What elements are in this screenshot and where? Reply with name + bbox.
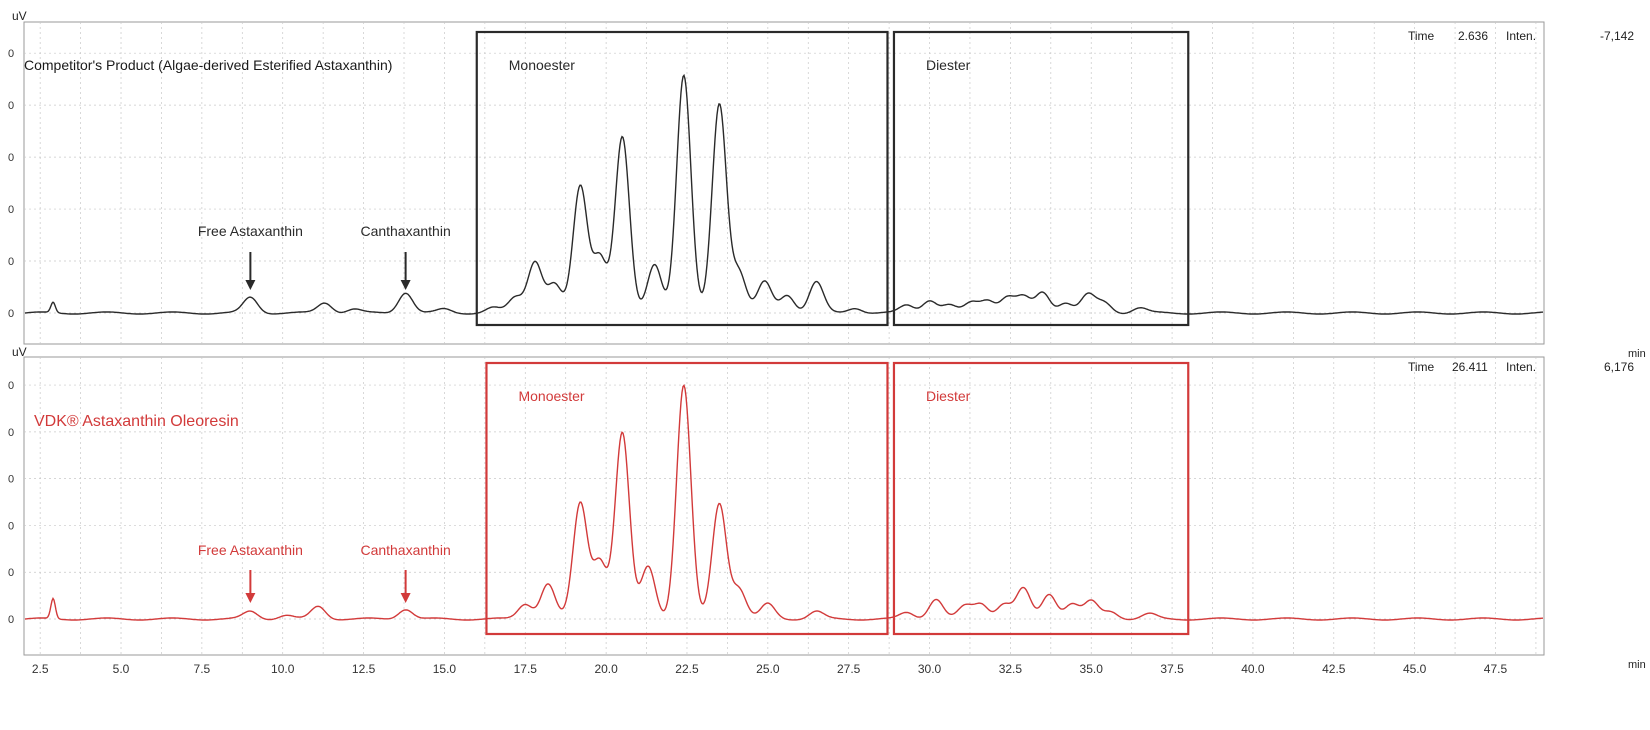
annotation-arrowhead: [400, 280, 411, 290]
y-tick-label: 0: [8, 614, 14, 626]
bottom-y-unit: uV: [12, 345, 27, 359]
top-chromatogram-line: [24, 73, 1544, 315]
diester-region-box: [892, 30, 1190, 327]
top-plot-frame: [23, 21, 1545, 345]
x-tick-label: 32.5: [999, 662, 1023, 676]
top-x-unit: min: [1628, 348, 1646, 360]
bottom-grid: [24, 357, 1544, 655]
x-tick-label: 37.5: [1160, 662, 1184, 676]
y-tick-label: 0: [8, 567, 14, 579]
annotation-label: Canthaxanthin: [360, 223, 450, 239]
y-tick-label: 0: [8, 256, 14, 268]
bottom-time-value: 26.411: [1452, 360, 1488, 374]
bottom-inten-value: 6,176: [1604, 360, 1634, 374]
y-tick-label: 0: [8, 474, 14, 486]
y-tick-label: 0: [8, 427, 14, 439]
x-tick-label: 42.5: [1322, 662, 1346, 676]
bottom-panel: uV min VDK® Astaxanthin Oleoresin Time 2…: [8, 345, 1646, 676]
top-time-label: Time: [1408, 29, 1435, 43]
y-tick-label: 0: [8, 204, 14, 216]
top-regions: Monoester Diester: [475, 30, 1190, 327]
x-tick-label: 7.5: [194, 662, 211, 676]
bottom-panel-title: VDK® Astaxanthin Oleoresin: [34, 413, 239, 430]
x-tick-labels: 2.5 5.0 7.5 10.0 12.5 15.0 17.5 20.0 22.5 25.0 27.…: [32, 662, 1508, 676]
annotation-label: Free Astaxanthin: [198, 542, 303, 558]
x-tick-label: 2.5: [32, 662, 49, 676]
x-tick-label: 17.5: [514, 662, 538, 676]
x-tick-label: 45.0: [1403, 662, 1427, 676]
x-tick-label: 22.5: [675, 662, 699, 676]
x-tick-label: 27.5: [837, 662, 861, 676]
x-tick-label: 35.0: [1080, 662, 1104, 676]
top-y-unit: uV: [12, 9, 27, 23]
x-tick-label: 30.0: [918, 662, 942, 676]
top-y-ticks: 0 0 0 0 0 0: [8, 48, 14, 320]
top-panel-title: Competitor's Product (Algae-derived Este…: [24, 57, 392, 73]
diester-region-box: [892, 361, 1190, 636]
bottom-annotations: Free Astaxanthin Canthaxanthin: [198, 542, 451, 603]
annotation-arrowhead: [245, 280, 256, 290]
y-tick-label: 0: [8, 152, 14, 164]
x-tick-label: 5.0: [113, 662, 130, 676]
x-tick-label: 10.0: [271, 662, 295, 676]
x-tick-label: 12.5: [352, 662, 376, 676]
monoester-region-box: [485, 361, 889, 636]
bottom-regions: Monoester Diester: [485, 361, 1190, 636]
top-annotations: Free Astaxanthin Canthaxanthin: [198, 223, 451, 290]
top-panel: uV min Competitor's Product (Algae-deriv…: [8, 9, 1646, 360]
annotation-arrowhead: [400, 593, 411, 603]
top-inten-value: -7,142: [1600, 29, 1634, 43]
bottom-time-label: Time: [1408, 360, 1435, 374]
bottom-y-ticks: 0 0 0 0 0 0: [8, 380, 14, 626]
annotation-label: Free Astaxanthin: [198, 223, 303, 239]
diester-region-label: Diester: [926, 388, 971, 404]
bottom-x-unit: min: [1628, 659, 1646, 671]
bottom-inten-label: Inten.: [1506, 360, 1536, 374]
annotation-label: Canthaxanthin: [360, 542, 450, 558]
x-tick-label: 25.0: [756, 662, 780, 676]
x-tick-label: 47.5: [1484, 662, 1508, 676]
bottom-chromatogram-line: [24, 383, 1543, 621]
y-tick-label: 0: [8, 520, 14, 532]
bottom-plot-frame: [23, 356, 1545, 656]
y-tick-label: 0: [8, 100, 14, 112]
y-tick-label: 0: [8, 48, 14, 60]
monoester-region-label: Monoester: [509, 57, 575, 73]
monoester-region-box: [475, 30, 889, 327]
diester-region-label: Diester: [926, 57, 971, 73]
y-tick-label: 0: [8, 380, 14, 392]
x-tick-label: 15.0: [433, 662, 457, 676]
annotation-arrowhead: [245, 593, 256, 603]
top-time-value: 2.636: [1458, 29, 1488, 43]
monoester-region-label: Monoester: [518, 388, 584, 404]
top-inten-label: Inten.: [1506, 29, 1536, 43]
x-tick-label: 20.0: [594, 662, 618, 676]
y-tick-label: 0: [8, 308, 14, 320]
x-tick-label: 40.0: [1241, 662, 1265, 676]
